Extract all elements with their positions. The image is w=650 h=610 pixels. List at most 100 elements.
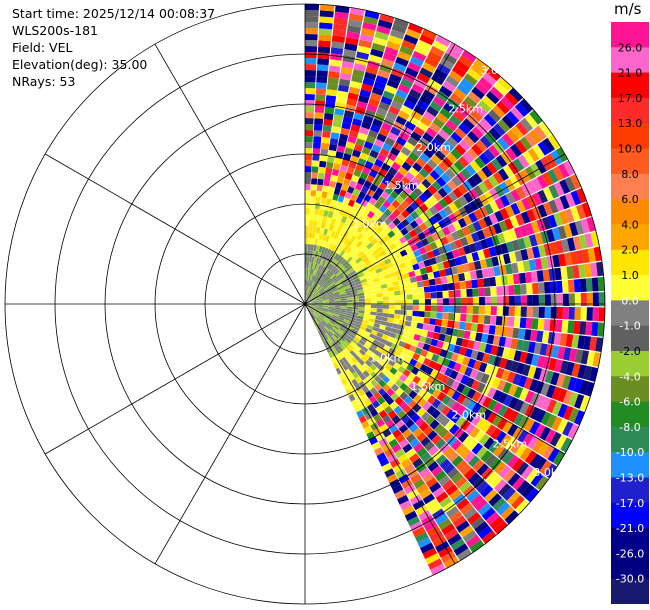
velocity-gate (384, 246, 392, 254)
velocity-gate (427, 461, 439, 472)
velocity-gate (379, 213, 388, 222)
velocity-gate (315, 295, 322, 299)
velocity-gate (490, 286, 497, 296)
velocity-gate (505, 205, 515, 218)
velocity-gate (587, 247, 596, 263)
velocity-gate (386, 195, 395, 204)
velocity-gate (392, 141, 404, 152)
velocity-gate (510, 189, 521, 202)
velocity-gate (344, 287, 351, 292)
velocity-gate (454, 297, 461, 306)
velocity-gate (417, 287, 425, 294)
velocity-gate (525, 352, 534, 365)
velocity-gate (388, 213, 397, 222)
velocity-gate (515, 213, 525, 226)
velocity-gate (364, 71, 377, 81)
velocity-gate (351, 399, 359, 408)
velocity-gate (331, 316, 338, 321)
velocity-gate (311, 238, 315, 245)
velocity-gate (514, 399, 525, 412)
velocity-gate (305, 130, 314, 137)
velocity-gate (305, 76, 316, 83)
velocity-gate (387, 313, 395, 319)
velocity-gate (428, 278, 436, 286)
velocity-gate (319, 203, 326, 210)
velocity-gate (318, 233, 323, 241)
velocity-gate (475, 122, 488, 135)
velocity-gate (422, 382, 431, 392)
velocity-gate (463, 507, 478, 520)
velocity-gate (454, 239, 463, 249)
velocity-gate (366, 174, 375, 184)
velocity-gate (344, 43, 358, 52)
velocity-gate (390, 327, 398, 334)
velocity-gate (408, 270, 416, 278)
azimuth-spoke (44, 153, 306, 305)
velocity-gate (329, 59, 342, 67)
velocity-gate (350, 288, 358, 293)
velocity-gate (398, 110, 410, 121)
velocity-gate (533, 125, 547, 141)
velocity-gate (499, 194, 511, 207)
velocity-gate (330, 327, 337, 334)
velocity-gate (327, 270, 333, 277)
velocity-gate (309, 295, 314, 300)
velocity-gate (422, 279, 430, 287)
velocity-gate (569, 348, 578, 362)
velocity-gate (363, 288, 370, 293)
velocity-gate (388, 295, 395, 301)
velocity-gate (422, 62, 436, 74)
velocity-gate (346, 166, 355, 175)
velocity-gate (446, 152, 458, 164)
velocity-gate (345, 313, 352, 317)
velocity-gate (399, 236, 407, 244)
velocity-gate (335, 271, 342, 277)
velocity-gate (427, 430, 438, 441)
velocity-gate (371, 273, 379, 280)
velocity-gate (404, 171, 415, 182)
velocity-gate (324, 113, 334, 121)
velocity-gate (327, 310, 334, 314)
velocity-gate (414, 216, 424, 226)
velocity-gate (403, 186, 413, 196)
velocity-gate (328, 250, 335, 257)
velocity-gate (512, 476, 526, 491)
velocity-gate (460, 313, 467, 322)
velocity-gate (305, 268, 307, 274)
velocity-gate (451, 328, 459, 337)
velocity-gate (377, 69, 391, 79)
velocity-gate (464, 348, 473, 358)
velocity-gate (363, 194, 372, 203)
velocity-gate (335, 182, 343, 190)
velocity-gate (309, 208, 315, 215)
velocity-gate (318, 209, 325, 216)
azimuth-spoke (304, 303, 456, 564)
velocity-gate (429, 482, 442, 493)
velocity-gate (507, 274, 515, 285)
velocity-gate (500, 326, 508, 337)
velocity-gate (333, 114, 344, 122)
velocity-gate (572, 236, 582, 251)
velocity-gate (550, 372, 560, 386)
velocity-gate (395, 419, 405, 429)
velocity-gate (305, 46, 318, 53)
velocity-gate (403, 377, 413, 387)
velocity-gate (352, 339, 359, 345)
velocity-gate (507, 161, 520, 175)
velocity-gate (331, 237, 337, 245)
velocity-gate (506, 327, 514, 338)
velocity-gate (484, 191, 495, 203)
velocity-gate (442, 52, 458, 65)
velocity-gate (362, 207, 371, 216)
velocity-gate (334, 219, 341, 227)
velocity-gate (382, 142, 393, 152)
velocity-gate (440, 416, 451, 427)
velocity-gate (358, 191, 367, 200)
velocity-gate (309, 287, 313, 293)
velocity-gate (480, 450, 493, 463)
velocity-gate (405, 223, 414, 233)
velocity-gate (355, 283, 363, 289)
velocity-gate (328, 299, 335, 302)
velocity-gate (313, 136, 322, 143)
velocity-gate (366, 324, 374, 330)
